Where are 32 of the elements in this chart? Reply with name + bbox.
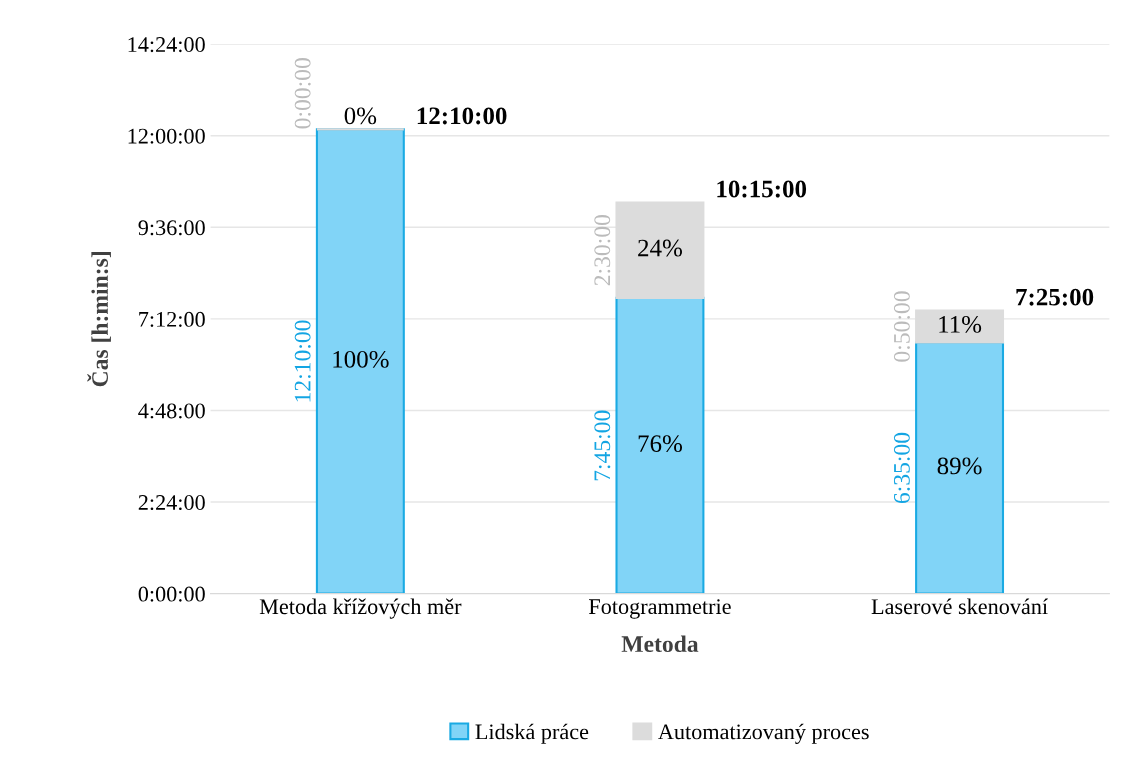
total-label: 7:25:00 — [1016, 288, 1094, 306]
annotation: 24% — [638, 239, 683, 257]
y-tick-label: 9:36:00 — [138, 220, 205, 236]
annotation: 76% — [638, 435, 683, 453]
y-tick-label: 7:12:00 — [139, 311, 205, 327]
y-tick-label: 2:24:00 — [138, 495, 205, 511]
y-axis-title: Čas [h:min:s] — [87, 252, 111, 387]
y-tick-label: 12:00:00 — [128, 128, 205, 144]
y-tick-label: 14:24:00 — [128, 37, 205, 53]
total-label: 12:10:00 — [417, 107, 507, 125]
x-axis-title: Metoda — [621, 635, 699, 653]
y-tick-label: 0:00:00 — [138, 586, 205, 602]
data-label: 6:35:00 — [893, 432, 910, 504]
total-label: 10:15:00 — [717, 180, 807, 198]
data-label: 0:50:00 — [893, 291, 910, 362]
annotation: 11% — [939, 315, 982, 333]
bar — [615, 296, 705, 594]
data-label: 2:30:00 — [594, 215, 611, 286]
x-tick-label: Fotogrammetrie — [589, 599, 731, 619]
legend-label: Lidská práce — [475, 723, 589, 744]
data-label: 7:45:00 — [594, 410, 611, 481]
y-tick-label: 4:48:00 — [138, 403, 205, 419]
bar — [315, 128, 405, 594]
bar — [915, 341, 1005, 594]
x-tick-label: Metoda křížových měr — [259, 598, 462, 619]
data-label: 12:10:00 — [294, 320, 311, 402]
annotation: 0% — [344, 107, 377, 125]
legend-label: Automatizovaný proces — [658, 723, 869, 744]
x-tick-label: Laserové skenování — [871, 598, 1048, 615]
annotation: 89% — [937, 457, 982, 475]
data-label: 0:00:00 — [294, 58, 311, 129]
annotation: 100% — [333, 350, 389, 368]
